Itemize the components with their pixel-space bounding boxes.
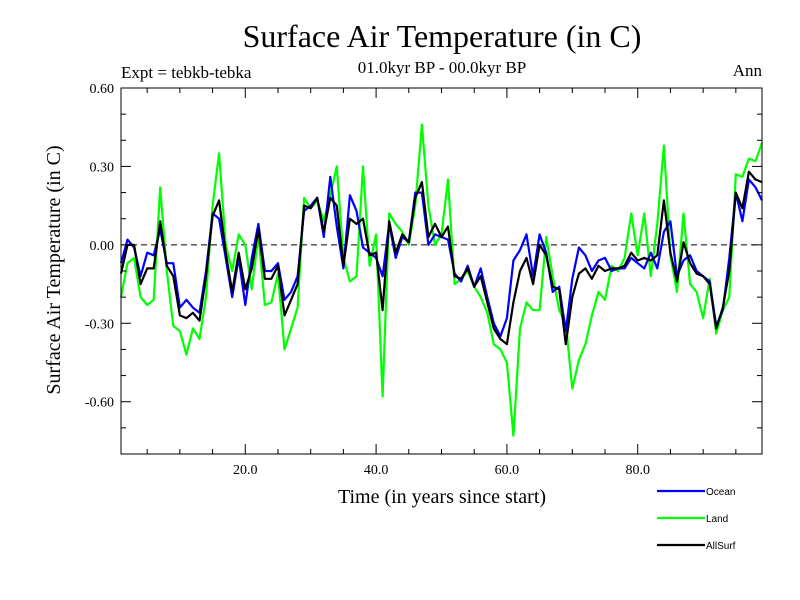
chart-title: Surface Air Temperature (in C) [243, 18, 642, 54]
y-tick-label: 0.60 [90, 82, 115, 97]
y-tick-label: -0.60 [85, 396, 114, 411]
series-line-allsurf [119, 170, 763, 346]
legend-label-ocean: Ocean [706, 487, 735, 498]
experiment-label: Expt = tebkb-tebka [121, 63, 252, 82]
y-axis-label: Surface Air Temperature (in C) [43, 145, 65, 394]
legend-label-allsurf: AllSurf [706, 541, 736, 552]
x-axis-label: Time (in years since start) [338, 486, 546, 508]
season-label: Ann [733, 61, 763, 80]
legend-label-land: Land [706, 514, 728, 525]
plot-frame [120, 87, 763, 455]
series-line-land [119, 123, 764, 437]
y-tick-label: 0.30 [90, 160, 115, 175]
x-tick-label: 80.0 [625, 463, 650, 478]
x-tick-label: 20.0 [233, 463, 258, 478]
x-tick-label: 40.0 [364, 463, 389, 478]
series-line-ocean [119, 175, 763, 338]
y-tick-label: -0.30 [85, 317, 114, 332]
legend: Ocean Land AllSurf [657, 487, 736, 552]
y-tick-label: 0.00 [90, 239, 115, 254]
x-tick-label: 60.0 [495, 463, 520, 478]
chart-subtitle: 01.0kyr BP - 00.0kyr BP [358, 58, 526, 77]
